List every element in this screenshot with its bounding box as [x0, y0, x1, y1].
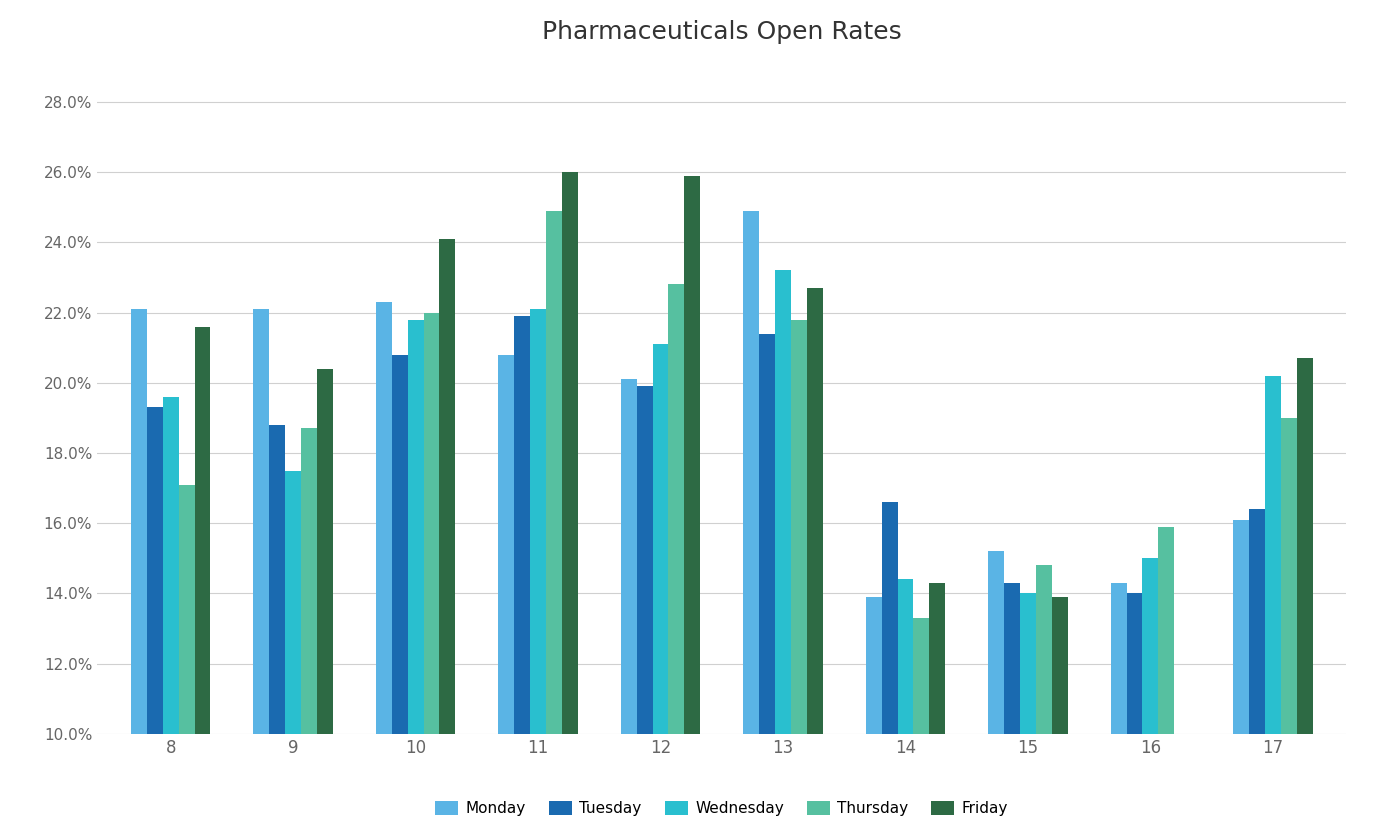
Bar	[391, 354, 408, 734]
Bar	[866, 597, 881, 734]
Bar	[194, 327, 211, 734]
Bar	[301, 429, 316, 734]
Bar	[775, 270, 791, 734]
Bar	[1296, 358, 1313, 734]
Bar	[1004, 583, 1020, 734]
Bar	[285, 470, 301, 734]
Bar	[147, 407, 162, 734]
Bar	[1264, 376, 1281, 734]
Bar	[652, 344, 669, 734]
Bar	[1052, 597, 1067, 734]
Legend: Monday, Tuesday, Wednesday, Thursday, Friday: Monday, Tuesday, Wednesday, Thursday, Fr…	[429, 795, 1015, 822]
Bar	[130, 309, 147, 734]
Bar	[562, 172, 577, 734]
Bar	[269, 425, 285, 734]
Bar	[791, 319, 806, 734]
Bar	[1159, 527, 1174, 734]
Bar	[637, 386, 652, 734]
Bar	[1110, 583, 1127, 734]
Bar	[881, 502, 898, 734]
Bar	[759, 334, 775, 734]
Bar	[620, 379, 637, 734]
Bar	[669, 284, 684, 734]
Bar	[898, 580, 913, 734]
Bar	[1281, 418, 1296, 734]
Bar	[514, 316, 530, 734]
Bar	[408, 319, 423, 734]
Bar	[498, 354, 514, 734]
Bar	[376, 302, 391, 734]
Bar	[1020, 594, 1035, 734]
Bar	[423, 313, 440, 734]
Bar	[913, 618, 930, 734]
Bar	[1142, 558, 1159, 734]
Bar	[1233, 520, 1249, 734]
Bar	[806, 288, 823, 734]
Bar	[1127, 594, 1142, 734]
Bar	[530, 309, 545, 734]
Bar	[1249, 510, 1264, 734]
Bar	[253, 309, 269, 734]
Title: Pharmaceuticals Open Rates: Pharmaceuticals Open Rates	[541, 20, 902, 44]
Bar	[930, 583, 945, 734]
Bar	[316, 369, 333, 734]
Bar	[743, 211, 759, 734]
Bar	[988, 551, 1004, 734]
Bar	[162, 397, 179, 734]
Bar	[179, 485, 194, 734]
Bar	[684, 176, 701, 734]
Bar	[1035, 565, 1052, 734]
Bar	[440, 239, 455, 734]
Bar	[545, 211, 562, 734]
